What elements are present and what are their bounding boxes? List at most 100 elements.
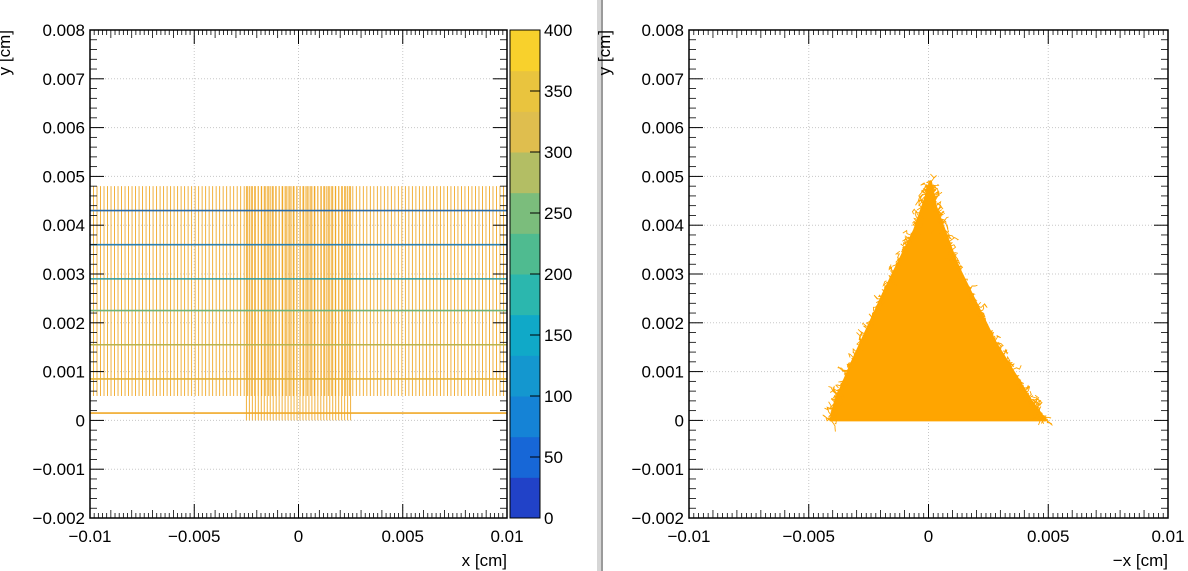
track-edge-mark: [977, 303, 988, 309]
pane-divider[interactable]: [597, 0, 603, 571]
track-edge-mark: [941, 235, 948, 240]
x-tick-label: −0.01: [68, 527, 111, 546]
track-edge-mark: [931, 183, 940, 190]
track-edge-mark: [960, 277, 965, 282]
colorbar-segment: [510, 355, 540, 397]
track-edge-mark: [928, 185, 934, 194]
track-edge-mark: [889, 264, 896, 272]
left-data-marks: [89, 186, 508, 421]
y-tick-label: 0.004: [42, 216, 85, 235]
y-tick-label: 0.005: [641, 167, 684, 186]
track-edge-mark: [856, 335, 862, 346]
track-edge-mark: [1002, 349, 1008, 356]
y-tick-label: −0.002: [33, 509, 85, 528]
track-edge-mark: [997, 342, 1004, 351]
track-edge-mark: [1034, 394, 1040, 407]
track-edge-mark: [918, 195, 927, 207]
track-edge-mark: [952, 255, 959, 263]
track-edge-mark: [937, 217, 944, 224]
y-tick-label: 0.007: [42, 70, 85, 89]
right-y-axis-title: y [cm]: [595, 30, 614, 75]
track-edge-mark: [950, 252, 959, 257]
track-edge-mark: [942, 242, 954, 247]
track-edge-mark: [911, 208, 921, 215]
track-edge-mark: [830, 394, 837, 403]
y-tick-label: 0.008: [641, 21, 684, 40]
track-edge-mark: [981, 320, 987, 325]
track-edge-mark: [994, 334, 1001, 342]
track-edge-mark: [922, 184, 931, 191]
track-edge-mark: [1032, 398, 1041, 406]
track-edge-mark: [830, 419, 836, 432]
track-edge-mark: [943, 256, 956, 261]
y-tick-label: 0.007: [641, 70, 684, 89]
track-edge-mark: [903, 240, 909, 246]
track-edge-mark: [989, 333, 994, 340]
y-tick-label: 0.006: [42, 119, 85, 138]
track-cloud-shape: [829, 180, 1047, 422]
track-edge-mark: [1026, 390, 1032, 399]
track-edge-mark: [1028, 402, 1035, 407]
track-edge-mark: [991, 342, 1003, 351]
colorbar-tick-label: 200: [544, 265, 572, 284]
track-edge-mark: [933, 204, 939, 211]
colorbar-tick-label: 350: [544, 82, 572, 101]
colorbar-segment: [510, 274, 540, 316]
colorbar-tick-label: 150: [544, 326, 572, 345]
track-edge-mark: [906, 236, 913, 245]
track-edge-mark: [888, 274, 894, 279]
track-edge-mark: [837, 387, 843, 393]
track-edge-mark: [936, 200, 942, 212]
colorbar-tick-label: 50: [544, 448, 563, 467]
y-tick-label: 0: [76, 411, 85, 430]
colorbar: [510, 30, 540, 519]
track-edge-mark: [912, 220, 918, 226]
colorbar-tick-labels: 0 50 100 150 200 250 300 350 400: [530, 21, 572, 528]
track-edge-mark: [991, 335, 996, 341]
y-tick-label: 0.008: [42, 21, 85, 40]
track-edge-mark: [857, 328, 865, 336]
track-edge-mark: [1031, 405, 1037, 411]
track-edge-mark: [856, 332, 864, 343]
track-edge-mark: [1025, 385, 1030, 393]
x-tick-label: 0: [294, 527, 303, 546]
track-edge-mark: [985, 324, 992, 334]
track-edge-mark: [1024, 384, 1030, 391]
track-edge-mark: [916, 222, 926, 227]
track-edge-mark: [832, 410, 840, 414]
y-tick-label: −0.001: [33, 460, 85, 479]
track-edge-mark: [901, 249, 906, 256]
y-tick-label: 0.002: [42, 314, 85, 333]
track-edge-mark: [966, 289, 976, 296]
track-edge-mark: [882, 280, 889, 287]
track-edge-mark: [879, 299, 890, 307]
y-tick-label: −0.001: [632, 460, 684, 479]
y-tick-label: 0: [675, 411, 684, 430]
left-x-axis-title: x [cm]: [462, 551, 507, 570]
track-edge-mark: [864, 325, 871, 334]
track-edge-mark: [948, 236, 960, 243]
x-tick-label: −0.005: [168, 527, 220, 546]
track-edge-mark: [851, 357, 857, 364]
track-edge-mark: [1041, 414, 1053, 425]
colorbar-tick-label: 100: [544, 387, 572, 406]
track-edge-mark: [924, 207, 937, 212]
track-edge-mark: [822, 414, 831, 421]
track-edge-mark: [1035, 411, 1043, 417]
colorbar-tick-label: 400: [544, 21, 572, 40]
y-tick-label: 0.001: [42, 363, 85, 382]
x-tick-label: −0.005: [783, 527, 835, 546]
track-edge-mark: [831, 403, 834, 414]
track-edge-mark: [873, 294, 882, 300]
x-tick-label: 0.01: [490, 527, 523, 546]
y-tick-label: 0.003: [42, 265, 85, 284]
track-edge-mark: [846, 363, 851, 368]
track-edge-mark: [894, 250, 901, 260]
track-edge-mark: [910, 232, 917, 240]
track-edge-mark: [837, 366, 848, 375]
track-edge-mark: [981, 317, 986, 322]
track-edge-mark: [930, 173, 937, 183]
track-edge-mark: [918, 212, 923, 218]
track-edge-mark: [930, 189, 937, 196]
